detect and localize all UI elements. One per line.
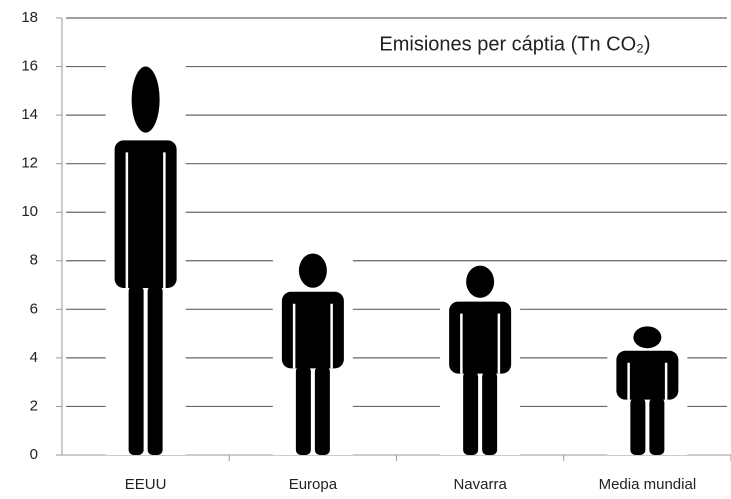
arm-gap bbox=[664, 362, 668, 400]
arm-gap bbox=[292, 303, 296, 369]
leg bbox=[314, 366, 330, 455]
leg bbox=[463, 371, 479, 455]
x-tick-label: EEUU bbox=[125, 476, 167, 493]
leg bbox=[295, 366, 311, 455]
arm-gap bbox=[627, 362, 630, 400]
torso bbox=[616, 350, 679, 400]
y-tick-label: 14 bbox=[21, 106, 38, 123]
arm-gap bbox=[460, 313, 463, 374]
x-tick-label: Europa bbox=[289, 476, 338, 493]
person bbox=[607, 322, 688, 455]
y-tick-label: 0 bbox=[30, 446, 38, 463]
head bbox=[298, 253, 327, 288]
arm-gap bbox=[330, 303, 333, 369]
arm-gap bbox=[125, 152, 129, 288]
arm-gap bbox=[163, 152, 166, 288]
y-tick-label: 16 bbox=[21, 58, 38, 75]
y-tick-label: 4 bbox=[30, 349, 38, 366]
head bbox=[131, 66, 160, 133]
torso bbox=[114, 140, 177, 288]
y-tick-label: 6 bbox=[30, 300, 38, 317]
y-tick-label: 12 bbox=[21, 155, 38, 172]
person bbox=[440, 261, 521, 455]
head bbox=[633, 326, 662, 349]
x-tick-label: Navarra bbox=[453, 476, 507, 493]
torso bbox=[449, 301, 512, 374]
chart-title: Emisiones per cáptia (Tn CO₂) bbox=[379, 33, 650, 55]
x-tick-label: Media mundial bbox=[599, 476, 697, 493]
y-tick-label: 18 bbox=[21, 9, 38, 26]
y-tick-label: 10 bbox=[21, 203, 38, 220]
leg bbox=[147, 285, 163, 455]
y-tick-label: 2 bbox=[30, 397, 38, 414]
torso bbox=[281, 291, 344, 369]
y-tick-label: 8 bbox=[30, 252, 38, 269]
person bbox=[272, 249, 353, 455]
person bbox=[105, 62, 186, 456]
leg bbox=[649, 397, 665, 455]
leg bbox=[630, 397, 646, 455]
arm-gap bbox=[497, 313, 501, 374]
leg bbox=[128, 285, 144, 455]
head bbox=[466, 265, 495, 298]
leg bbox=[482, 371, 498, 455]
